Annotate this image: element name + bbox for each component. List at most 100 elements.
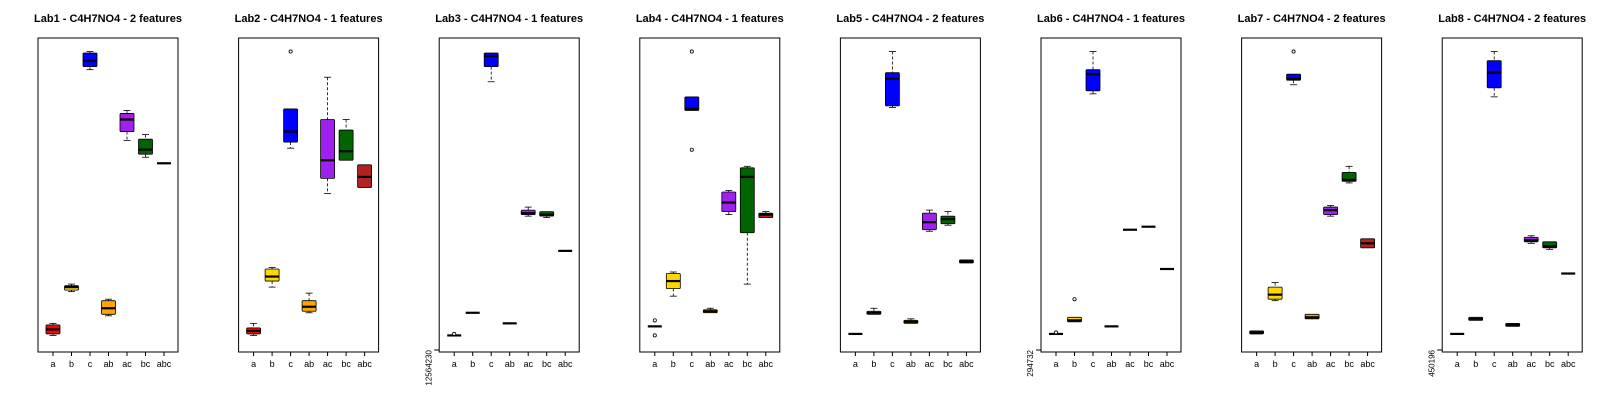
x-tick-label: ab (906, 359, 916, 369)
panel-title: Lab8 - C4H7NO4 - 2 features (1438, 13, 1586, 25)
x-tick-label: ab (505, 359, 515, 369)
outlier-point (689, 147, 694, 152)
x-tick-label: bc (1545, 359, 1555, 369)
box-bc (1341, 165, 1357, 184)
y-tick-label: 450196 (1427, 349, 1436, 376)
box-ab (301, 292, 317, 314)
box-b (1468, 316, 1484, 321)
box-body (264, 268, 280, 282)
x-tick-label: ac (724, 359, 734, 369)
x-tick-label: ac (323, 359, 333, 369)
outlier-point (1072, 297, 1077, 302)
box-body (338, 129, 354, 161)
outlier-point (652, 318, 657, 323)
x-tick-label: c (890, 359, 895, 369)
box-body (138, 138, 153, 155)
box-c (885, 51, 900, 108)
box-b (665, 271, 681, 297)
x-tick-label: c (489, 359, 494, 369)
panel-title: Lab4 - C4H7NO4 - 1 features (636, 13, 784, 25)
box-a (45, 322, 61, 336)
x-tick-label: ab (1307, 359, 1317, 369)
box-body (119, 113, 135, 132)
box-c (1286, 49, 1301, 86)
x-tick-label: bc (141, 359, 151, 369)
x-tick-label: abc (759, 359, 774, 369)
x-tick-label: b (69, 359, 74, 369)
box-bc (138, 134, 153, 158)
panel-title: Lab2 - C4H7NO4 - 1 features (235, 13, 383, 25)
box-bc (539, 211, 555, 219)
x-tick-label: b (270, 359, 275, 369)
x-tick-label: c (88, 359, 93, 369)
plot-frame (1040, 37, 1182, 353)
x-tick-label: bc (743, 359, 753, 369)
x-tick-label: ac (523, 359, 533, 369)
outlier-point (689, 49, 694, 54)
box-ac (119, 110, 135, 142)
x-tick-label: bc (1144, 359, 1154, 369)
box-abc (959, 259, 974, 264)
box-c (283, 49, 299, 149)
box-body (1486, 60, 1502, 89)
panel-title: Lab7 - C4H7NO4 - 2 features (1238, 13, 1386, 25)
x-tick-label: abc (157, 359, 172, 369)
panel-title: Lab6 - C4H7NO4 - 1 features (1037, 13, 1185, 25)
x-tick-label: b (671, 359, 676, 369)
box-b (1267, 282, 1283, 302)
box-bc (739, 165, 755, 285)
plot-frame (1241, 37, 1383, 353)
plot-frame (1441, 37, 1583, 353)
y-tick-label: 12564230 (424, 349, 433, 385)
outlier-point (1054, 330, 1059, 335)
plot-frame (839, 37, 981, 353)
x-tick-label: c (1091, 359, 1096, 369)
x-tick-label: c (1291, 359, 1296, 369)
box-body (1085, 69, 1101, 92)
y-tick-label: 294732 (1026, 349, 1035, 376)
x-tick-label: bc (1344, 359, 1354, 369)
box-ab (1304, 313, 1320, 320)
box-body (684, 96, 700, 111)
x-tick-label: a (1053, 359, 1058, 369)
x-tick-label: ac (122, 359, 132, 369)
box-body (885, 72, 900, 107)
box-abc (758, 211, 774, 219)
box-b (866, 307, 882, 315)
box-a (447, 331, 462, 337)
x-tick-label: ac (1326, 359, 1336, 369)
x-tick-label: b (1473, 359, 1478, 369)
x-tick-label: ab (304, 359, 314, 369)
x-tick-label: ab (103, 359, 113, 369)
box-b (1067, 297, 1082, 323)
x-tick-label: abc (1160, 359, 1175, 369)
x-tick-label: a (853, 359, 858, 369)
outlier-point (288, 49, 293, 54)
box-abc (357, 164, 373, 188)
box-ab (702, 307, 718, 314)
box-ac (320, 76, 336, 194)
x-tick-label: abc (959, 359, 974, 369)
box-ac (1323, 205, 1338, 217)
x-tick-label: c (288, 359, 293, 369)
x-tick-label: b (871, 359, 876, 369)
x-tick-label: b (470, 359, 475, 369)
x-tick-label: a (1455, 359, 1460, 369)
x-tick-label: c (690, 359, 695, 369)
box-ab (101, 298, 116, 317)
x-tick-label: c (1492, 359, 1497, 369)
x-tick-label: bc (542, 359, 552, 369)
box-a (1249, 330, 1264, 335)
panel-title: Lab5 - C4H7NO4 - 2 features (836, 13, 984, 25)
x-tick-label: ab (1106, 359, 1116, 369)
box-c (1085, 51, 1101, 95)
x-tick-label: a (1254, 359, 1259, 369)
panel-title: Lab3 - C4H7NO4 - 1 features (435, 13, 583, 25)
outlier-point (452, 331, 457, 336)
